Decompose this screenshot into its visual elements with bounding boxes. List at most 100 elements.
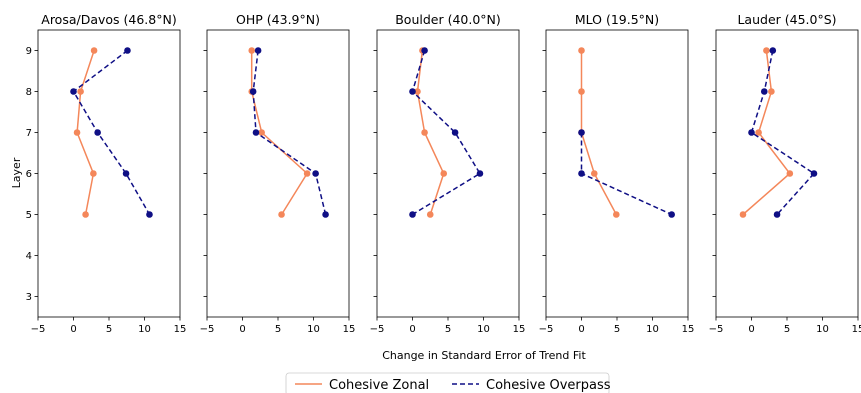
y-tick-label: 6 <box>26 169 32 180</box>
x-tick-label: −5 <box>200 324 215 335</box>
y-tick-label: 5 <box>26 210 32 221</box>
y-axis-label: Layer <box>10 157 23 188</box>
data-point-cohesive-overpass <box>124 47 131 54</box>
data-point-cohesive-zonal <box>612 211 620 218</box>
data-point-cohesive-zonal <box>77 88 84 95</box>
data-point-cohesive-zonal <box>763 47 770 54</box>
data-point-cohesive-overpass <box>122 170 130 177</box>
x-tick-label: 10 <box>646 324 659 335</box>
data-point-cohesive-zonal <box>278 211 285 218</box>
legend-box <box>285 372 610 393</box>
series-line-cohesive-zonal <box>580 50 617 215</box>
x-tick-label: 15 <box>343 324 356 335</box>
x-tick-label: 0 <box>578 324 584 335</box>
data-point-cohesive-zonal <box>258 129 265 136</box>
x-tick-label: 10 <box>477 324 490 335</box>
data-point-cohesive-zonal <box>426 211 434 218</box>
data-point-cohesive-overpass <box>760 88 768 95</box>
data-point-cohesive-overpass <box>769 47 777 54</box>
plot-frame <box>37 29 181 318</box>
x-tick-label: 15 <box>174 324 187 335</box>
data-point-cohesive-overpass <box>409 88 416 95</box>
data-point-cohesive-overpass <box>810 170 818 177</box>
panel-title: MLO (19.5°N) <box>575 12 659 27</box>
x-tick-label: 15 <box>513 324 526 335</box>
data-point-cohesive-overpass <box>748 129 755 136</box>
x-tick-label: −5 <box>31 324 46 335</box>
data-point-cohesive-overpass <box>249 88 257 95</box>
legend: Cohesive Zonal Cohesive Overpass <box>285 372 611 393</box>
y-tick-label: 4 <box>26 251 32 262</box>
data-point-cohesive-zonal <box>755 129 762 136</box>
data-point-cohesive-overpass <box>254 47 262 54</box>
x-tick-label: 10 <box>307 324 320 335</box>
panel-3: Boulder (40.0°N) −5 0 5 10 15 <box>370 12 526 335</box>
plot-frame <box>545 29 689 318</box>
panel-1: Arosa/Davos (46.8°N) −5 0 5 10 15 3 4 5 6 7 8 9 <box>26 12 187 335</box>
data-point-cohesive-overpass <box>94 129 101 136</box>
data-point-cohesive-zonal <box>578 47 585 54</box>
panel-5: Lauder (45.0°S) −5 0 5 10 15 <box>709 12 861 335</box>
panels: Arosa/Davos (46.8°N) −5 0 5 10 15 3 4 5 6 7 8 9 OHP (… <box>26 12 861 335</box>
data-point-cohesive-zonal <box>440 170 448 177</box>
data-point-cohesive-zonal <box>73 129 81 136</box>
data-point-cohesive-overpass <box>409 211 416 218</box>
data-point-cohesive-overpass <box>476 170 484 177</box>
plot-frame <box>206 29 350 318</box>
data-point-cohesive-zonal <box>248 47 256 54</box>
data-point-cohesive-zonal <box>414 88 421 95</box>
legend-label-cohesive-overpass: Cohesive Overpass <box>486 378 611 393</box>
x-tick-label: 0 <box>409 324 415 335</box>
series-line-cohesive-overpass <box>411 50 481 216</box>
data-point-cohesive-overpass <box>578 129 585 136</box>
data-point-cohesive-zonal <box>90 170 97 177</box>
data-point-cohesive-overpass <box>773 211 781 218</box>
x-tick-label: 5 <box>445 324 451 335</box>
x-tick-label: 0 <box>239 324 245 335</box>
data-point-cohesive-overpass <box>668 211 675 218</box>
panel-title: Boulder (40.0°N) <box>395 12 501 27</box>
panel-2: OHP (43.9°N) −5 0 5 10 15 <box>200 12 356 335</box>
x-axis-label: Change in Standard Error of Trend Fit <box>382 349 586 362</box>
data-point-cohesive-zonal <box>590 170 598 177</box>
data-point-cohesive-overpass <box>252 129 260 136</box>
data-point-cohesive-overpass <box>322 211 329 218</box>
data-point-cohesive-zonal <box>739 211 747 218</box>
y-tick-label: 7 <box>26 128 32 139</box>
y-tick-label: 3 <box>26 292 32 303</box>
data-point-cohesive-overpass <box>451 129 459 136</box>
data-point-cohesive-overpass <box>146 211 153 218</box>
x-tick-label: 5 <box>784 324 790 335</box>
x-tick-label: 15 <box>682 324 695 335</box>
data-point-cohesive-zonal <box>90 47 98 54</box>
data-point-cohesive-zonal <box>768 88 775 95</box>
x-tick-label: 15 <box>852 324 861 335</box>
x-tick-label: −5 <box>539 324 554 335</box>
y-tick-label: 8 <box>26 87 32 98</box>
data-point-cohesive-overpass <box>70 88 77 95</box>
data-point-cohesive-overpass <box>578 170 585 177</box>
plot-frame <box>376 29 520 318</box>
x-tick-label: 5 <box>275 324 281 335</box>
x-tick-label: 10 <box>816 324 829 335</box>
y-tick-label: 9 <box>26 46 32 57</box>
data-point-cohesive-zonal <box>421 129 428 136</box>
panel-title: OHP (43.9°N) <box>236 12 320 27</box>
x-tick-label: 0 <box>748 324 754 335</box>
x-tick-label: 0 <box>70 324 76 335</box>
panel-4: MLO (19.5°N) −5 0 5 10 15 <box>539 12 695 335</box>
panel-title: Lauder (45.0°S) <box>737 12 836 27</box>
x-tick-label: 5 <box>614 324 620 335</box>
x-tick-label: −5 <box>370 324 385 335</box>
data-point-cohesive-zonal <box>82 211 89 218</box>
data-point-cohesive-zonal <box>786 170 794 177</box>
x-tick-label: −5 <box>709 324 724 335</box>
data-point-cohesive-zonal <box>578 88 585 95</box>
data-point-cohesive-overpass <box>312 170 319 177</box>
x-tick-label: 5 <box>106 324 112 335</box>
series-line-cohesive-overpass <box>72 49 151 215</box>
x-tick-label: 10 <box>138 324 151 335</box>
data-point-cohesive-overpass <box>421 47 428 54</box>
data-point-cohesive-zonal <box>303 170 311 177</box>
